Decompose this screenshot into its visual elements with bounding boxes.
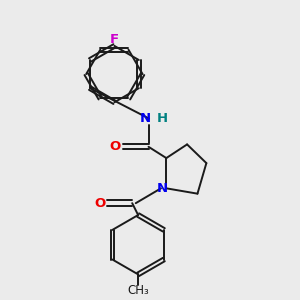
Text: F: F (110, 33, 119, 46)
Text: N: N (156, 182, 167, 195)
Text: H: H (156, 112, 167, 125)
Text: O: O (94, 197, 105, 210)
Text: CH₃: CH₃ (127, 284, 149, 297)
Text: O: O (110, 140, 121, 153)
Text: N: N (140, 112, 151, 125)
